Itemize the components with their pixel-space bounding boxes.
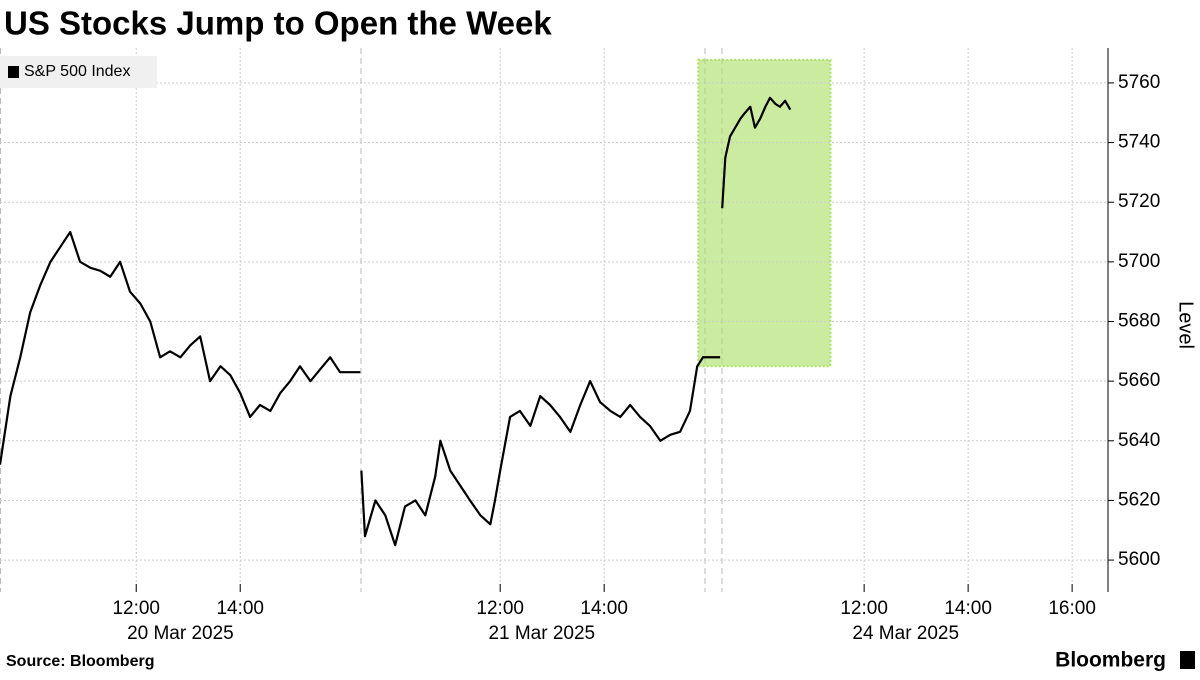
y-tick-label: 5600 — [1118, 549, 1160, 570]
x-tick-label: 12:00 — [476, 598, 524, 619]
x-date-label: 20 Mar 2025 — [127, 623, 234, 644]
legend-box — [0, 56, 157, 88]
y-tick-label: 5700 — [1118, 251, 1160, 272]
y-axis-title: Level — [1175, 301, 1197, 349]
brand-icon — [1180, 651, 1195, 669]
x-tick-label: 14:00 — [216, 598, 264, 619]
brand: Bloomberg — [1055, 649, 1166, 672]
highlight-box — [697, 58, 832, 368]
y-tick-label: 5620 — [1118, 489, 1160, 510]
x-tick-label: 14:00 — [580, 598, 628, 619]
legend-swatch — [8, 66, 19, 78]
y-tick-label: 5680 — [1118, 311, 1160, 332]
source: Source: Bloomberg — [6, 653, 154, 670]
x-date-label: 24 Mar 2025 — [852, 623, 959, 644]
plot: 5600 5620 5640 5660 5680 5700 5720 5740 5760 12:0… — [0, 48, 1160, 644]
y-tick-label: 5640 — [1118, 430, 1160, 451]
y-tick-label: 5720 — [1118, 191, 1160, 212]
price-line — [0, 96, 792, 547]
x-tick-label: 12:00 — [112, 598, 160, 619]
x-tick-label: 14:00 — [944, 598, 992, 619]
x-tick-label: 16:00 — [1048, 598, 1096, 619]
y-tick-label: 5740 — [1118, 132, 1160, 153]
chart-title: US Stocks Jump to Open the Week — [4, 5, 552, 42]
x-date-label: 21 Mar 2025 — [488, 623, 595, 644]
y-tick-label: 5660 — [1118, 370, 1160, 391]
y-tick-label: 5760 — [1118, 72, 1160, 93]
x-tick-label: 12:00 — [840, 598, 888, 619]
legend-label: S&P 500 Index — [24, 63, 130, 80]
